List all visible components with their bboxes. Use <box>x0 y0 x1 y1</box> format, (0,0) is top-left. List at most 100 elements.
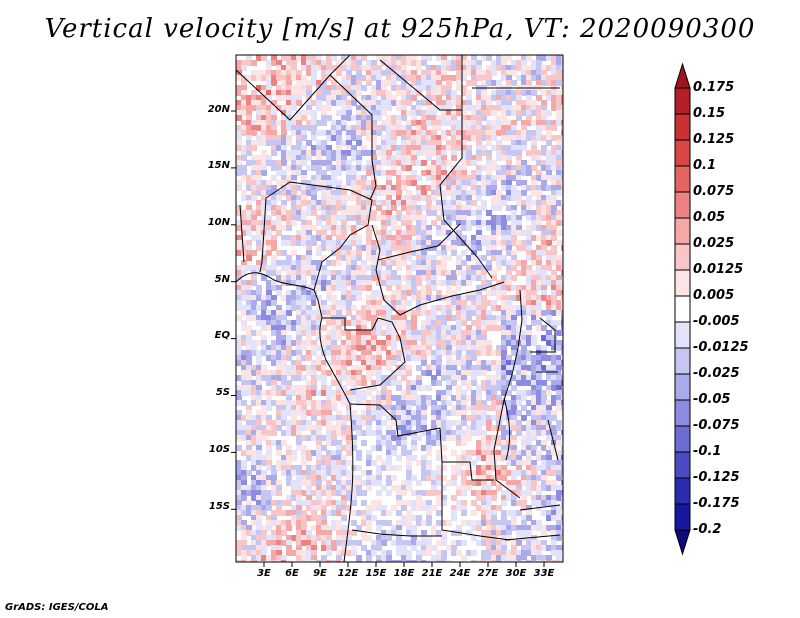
field-cell <box>451 145 457 151</box>
field-cell <box>551 165 557 171</box>
field-cell <box>406 155 412 161</box>
field-cell <box>286 225 292 231</box>
field-cell <box>356 315 362 321</box>
field-cell <box>516 90 522 96</box>
field-cell <box>506 80 512 86</box>
field-cell <box>301 85 307 91</box>
field-cell <box>471 380 477 386</box>
field-cell <box>256 545 262 551</box>
field-cell <box>556 535 562 541</box>
field-cell <box>486 110 492 116</box>
field-cell <box>336 260 342 266</box>
field-cell <box>241 470 247 476</box>
field-cell <box>476 400 482 406</box>
field-cell <box>326 415 332 421</box>
field-cell <box>496 225 502 231</box>
field-cell <box>291 70 297 76</box>
field-cell <box>496 415 502 421</box>
field-cell <box>541 280 547 286</box>
field-cell <box>346 495 352 501</box>
field-cell <box>471 120 477 126</box>
field-cell <box>241 450 247 456</box>
field-cell <box>351 355 357 361</box>
field-cell <box>416 435 422 441</box>
field-cell <box>276 95 282 101</box>
field-cell <box>536 400 542 406</box>
field-cell <box>421 405 427 411</box>
field-cell <box>476 270 482 276</box>
field-cell <box>501 55 507 61</box>
field-cell <box>526 485 532 491</box>
field-cell <box>471 305 477 311</box>
field-cell <box>291 375 297 381</box>
field-cell <box>486 425 492 431</box>
field-cell <box>291 410 297 416</box>
field-cell <box>321 150 327 156</box>
field-cell <box>276 165 282 171</box>
field-cell <box>256 375 262 381</box>
field-cell <box>496 350 502 356</box>
field-cell <box>401 110 407 116</box>
field-cell <box>531 460 537 466</box>
field-cell <box>326 210 332 216</box>
field-cell <box>326 135 332 141</box>
field-cell <box>266 480 272 486</box>
field-cell <box>551 160 557 166</box>
field-cell <box>561 505 563 511</box>
field-cell <box>321 305 327 311</box>
field-cell <box>381 520 387 526</box>
field-cell <box>561 75 563 81</box>
field-cell <box>236 225 242 231</box>
field-cell <box>296 400 302 406</box>
field-cell <box>431 90 437 96</box>
field-cell <box>506 495 512 501</box>
field-cell <box>426 470 432 476</box>
field-cell <box>396 70 402 76</box>
field-cell <box>406 245 412 251</box>
field-cell <box>346 105 352 111</box>
field-cell <box>476 290 482 296</box>
field-cell <box>406 285 412 291</box>
field-cell <box>316 375 322 381</box>
field-cell <box>396 440 402 446</box>
field-cell <box>246 290 252 296</box>
field-cell <box>331 305 337 311</box>
field-cell <box>331 490 337 496</box>
field-cell <box>461 410 467 416</box>
field-cell <box>281 310 287 316</box>
field-cell <box>256 330 262 336</box>
field-cell <box>431 555 437 561</box>
field-cell <box>321 285 327 291</box>
field-cell <box>326 335 332 341</box>
field-cell <box>451 250 457 256</box>
field-cell <box>541 120 547 126</box>
field-cell <box>346 170 352 176</box>
field-cell <box>316 405 322 411</box>
field-cell <box>536 60 542 66</box>
field-cell <box>326 385 332 391</box>
field-cell <box>436 365 442 371</box>
field-cell <box>456 180 462 186</box>
field-cell <box>396 385 402 391</box>
field-cell <box>436 90 442 96</box>
field-cell <box>466 350 472 356</box>
field-cell <box>321 530 327 536</box>
field-cell <box>386 75 392 81</box>
field-cell <box>431 530 437 536</box>
field-cell <box>406 345 412 351</box>
field-cell <box>276 195 282 201</box>
field-cell <box>266 65 272 71</box>
field-cell <box>271 105 277 111</box>
field-cell <box>321 245 327 251</box>
field-cell <box>306 125 312 131</box>
field-cell <box>461 115 467 121</box>
field-cell <box>476 115 482 121</box>
field-cell <box>406 530 412 536</box>
field-cell <box>451 510 457 516</box>
field-cell <box>426 490 432 496</box>
field-cell <box>301 270 307 276</box>
field-cell <box>386 185 392 191</box>
field-cell <box>311 515 317 521</box>
field-cell <box>516 115 522 121</box>
field-cell <box>266 345 272 351</box>
